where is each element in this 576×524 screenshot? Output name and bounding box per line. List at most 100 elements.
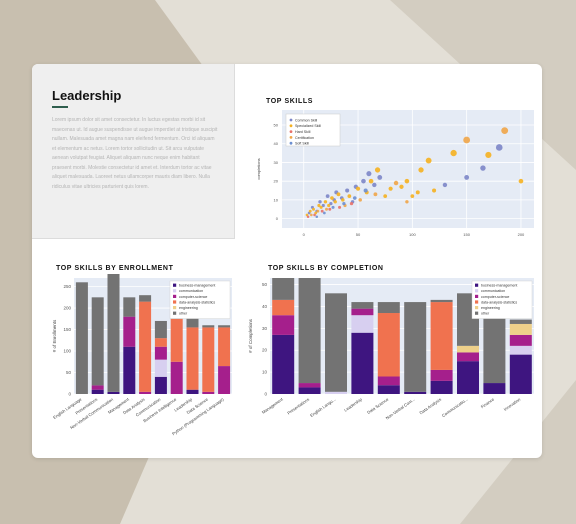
scatter-y-tick-label: 10 — [274, 197, 279, 202]
completion-legend-swatch — [475, 294, 479, 298]
enrollment-bar-segment — [91, 297, 104, 386]
scatter-point — [404, 178, 410, 184]
panel-title: Leadership — [52, 88, 122, 103]
completion-y-tick-label: 0 — [264, 392, 267, 397]
enrollment-y-tick-label: 0 — [68, 392, 71, 397]
scatter-point — [418, 167, 424, 173]
scatter-point — [333, 200, 337, 204]
enrollment-bar-segment — [170, 361, 183, 394]
scatter-point — [425, 157, 432, 164]
completion-bar-segment — [272, 334, 295, 394]
completion-bar-segment — [483, 383, 506, 394]
enrollment-y-axis-label: # of Enrollments — [52, 319, 57, 352]
completion-bar-segment — [272, 315, 295, 335]
scatter-legend-label: Common Skill — [295, 118, 317, 122]
scatter-point — [485, 151, 492, 159]
scatter-legend: Common Skill Specialized Skill Hard Skill C… — [285, 113, 341, 147]
completion-bar-segment — [298, 278, 321, 384]
scatter-point — [405, 200, 409, 204]
completion-bar-segment — [430, 299, 453, 303]
scatter-point — [463, 136, 471, 144]
scatter-point — [372, 182, 377, 188]
scatter-point — [361, 178, 366, 184]
title-underline — [52, 106, 68, 108]
completion-bar-segment — [457, 352, 479, 362]
completion-bar-segment — [509, 319, 532, 324]
completion-legend-label: business-management — [481, 284, 517, 288]
completion-bar-segment — [377, 302, 400, 314]
scatter-legend-label: Certification — [295, 136, 314, 140]
scatter-point — [322, 211, 326, 215]
completion-legend-swatch — [475, 306, 479, 310]
enrollment-bar-segment — [186, 327, 199, 390]
completion-bar-segment — [509, 354, 532, 394]
scatter-point — [325, 194, 330, 199]
completion-legend-label: other — [481, 312, 490, 316]
scatter-legend-marker — [289, 136, 293, 139]
scatter-point — [310, 213, 313, 217]
scatter-legend-label: Hard Skill — [295, 130, 311, 134]
scatter-point — [480, 165, 486, 171]
completion-bar-segment — [298, 387, 321, 394]
completion-y-tick-label: 20 — [262, 348, 268, 353]
completion-y-axis-label: # of Completions — [248, 318, 253, 353]
completion-bar-segment — [404, 302, 427, 392]
scatter-y-tick-label: 50 — [274, 122, 279, 127]
completion-y-tick-label: 30 — [262, 326, 268, 331]
enrollment-y-tick-label: 250 — [63, 284, 71, 289]
completion-x-tick-label: English Langu... — [309, 397, 336, 418]
scatter-point — [450, 149, 457, 157]
completion-bar-segment — [430, 369, 453, 381]
panel-body-text: Lorem ipsum dolor sit amet consectetur. … — [52, 117, 218, 190]
completion-x-tick-label: Management — [261, 396, 285, 415]
scatter-point — [393, 180, 399, 186]
scatter-legend-label: Soft Skill — [295, 142, 309, 146]
completion-x-tick-label: Communicatio... — [441, 397, 469, 418]
scatter-point — [313, 213, 316, 217]
completion-bar-segment — [351, 315, 374, 333]
enrollment-bar-segment — [139, 391, 152, 394]
scatter-point — [316, 209, 320, 213]
enrollment-bar-segment — [170, 318, 183, 362]
enrollment-bar-segment — [154, 338, 167, 347]
enrollment-bar-segment — [139, 295, 152, 302]
scatter-point — [323, 200, 328, 204]
completion-bar-segment — [377, 376, 400, 386]
completion-legend-swatch — [475, 311, 479, 315]
completion-bar-segment — [351, 302, 374, 309]
enrollment-y-tick-label: 200 — [63, 306, 71, 311]
scatter-point — [338, 205, 342, 209]
enrollment-bar-segment — [123, 316, 136, 347]
enrollment-legend-swatch — [173, 306, 177, 310]
scatter-point — [358, 198, 362, 202]
scatter-point — [355, 186, 361, 191]
top-skills-scatter-chart: 0 10 20 30 40 50 0 50 100 150 200 completions Common… — [256, 110, 534, 237]
scatter-x-tick-label: 50 — [356, 232, 361, 237]
enrollment-bar-segment — [202, 327, 215, 392]
enrollment-bar-segment — [107, 391, 120, 394]
scatter-point — [327, 203, 331, 208]
scatter-chart-title: TOP SKILLS — [266, 98, 313, 105]
completion-legend-label: computer-science — [481, 295, 509, 299]
completion-x-tick-label: Leadership — [343, 396, 363, 412]
enrollment-bar-segment — [107, 274, 120, 392]
completion-bar-segment — [404, 391, 427, 394]
dashboard-card: Leadership Lorem ipsum dolor sit amet co… — [32, 64, 542, 458]
enrollment-bar-segment — [123, 297, 136, 317]
scatter-point — [464, 175, 470, 180]
scatter-y-tick-label: 30 — [274, 160, 279, 165]
enrollment-y-tick-label: 150 — [63, 327, 71, 332]
scatter-point — [352, 196, 357, 200]
scatter-point — [305, 213, 309, 217]
scatter-point — [325, 207, 329, 211]
enrollment-legend-label: business-management — [179, 284, 215, 288]
scatter-point — [349, 202, 354, 206]
scatter-point — [432, 188, 437, 193]
scatter-point — [317, 203, 321, 208]
enrollment-y-tick-label: 50 — [66, 370, 72, 375]
enrollment-y-tick-label: 100 — [63, 349, 71, 354]
scatter-point — [320, 209, 324, 213]
enrollment-legend-box — [169, 280, 231, 319]
enrollment-bar-segment — [186, 389, 199, 394]
